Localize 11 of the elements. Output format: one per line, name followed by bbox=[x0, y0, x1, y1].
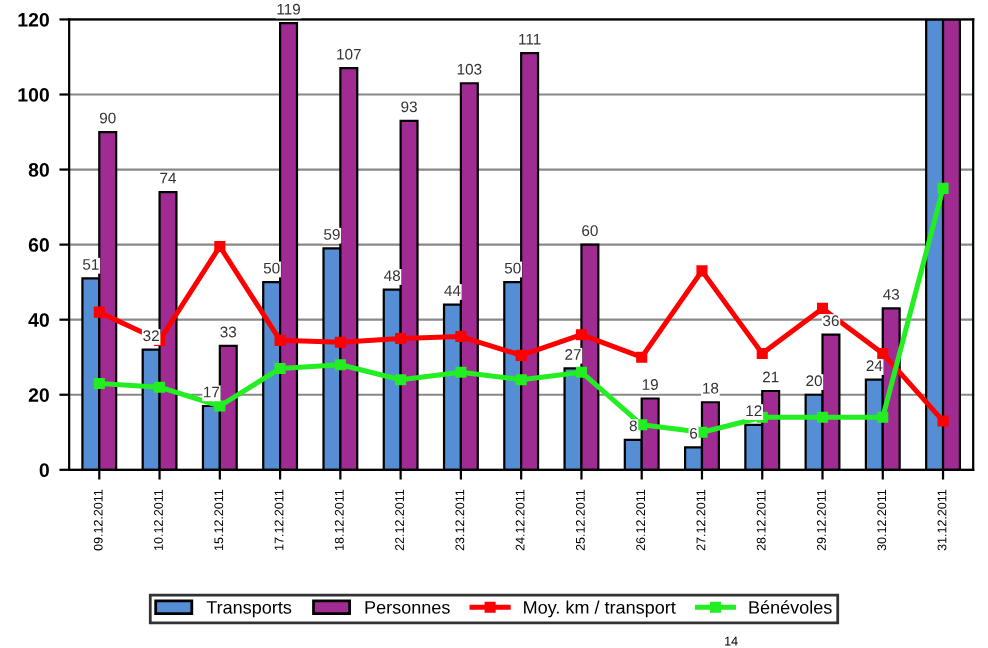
legend-label: Personnes bbox=[365, 601, 450, 614]
y-tick-label: 100 bbox=[18, 87, 49, 102]
y-tick-label: 40 bbox=[28, 313, 49, 327]
y-tick-label: 120 bbox=[18, 12, 49, 27]
y-tick-label: 80 bbox=[28, 163, 49, 177]
legend-label: Moy. km / transport bbox=[524, 600, 676, 618]
y-tick-label: 60 bbox=[28, 238, 49, 252]
y-tick-label: 20 bbox=[28, 388, 49, 402]
y-tick-label: 0 bbox=[39, 463, 49, 478]
legend-label: Bénévoles bbox=[749, 600, 832, 614]
legend-label: Transports bbox=[206, 601, 292, 618]
